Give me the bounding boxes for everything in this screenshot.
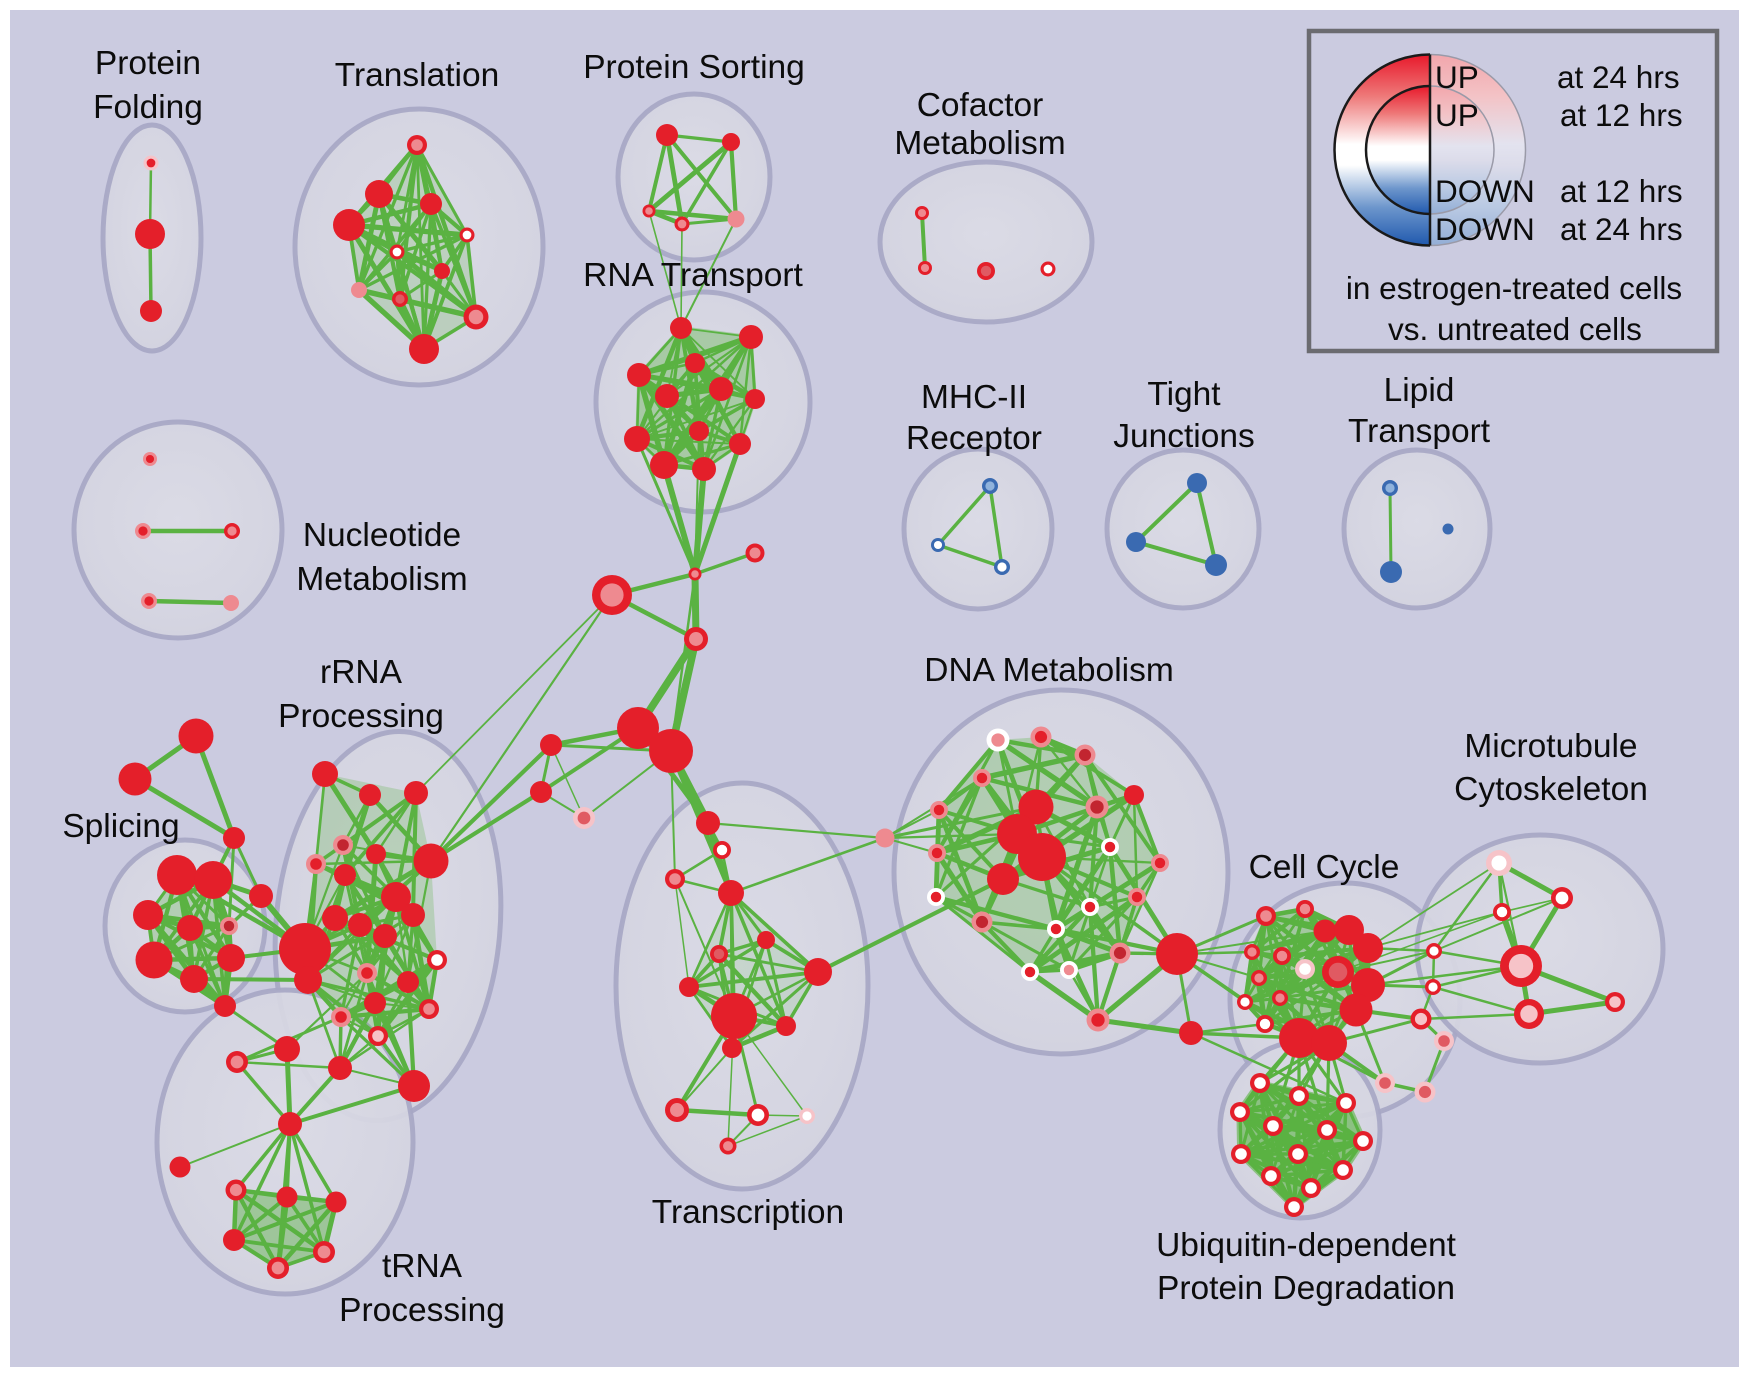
svg-text:Cytoskeleton: Cytoskeleton bbox=[1454, 771, 1648, 808]
svg-text:Receptor: Receptor bbox=[906, 420, 1042, 457]
svg-text:UP: UP bbox=[1435, 97, 1479, 133]
svg-text:UP: UP bbox=[1435, 59, 1479, 95]
svg-text:Folding: Folding bbox=[93, 89, 203, 126]
svg-text:Translation: Translation bbox=[335, 57, 499, 94]
svg-text:Processing: Processing bbox=[278, 698, 444, 735]
svg-text:at 12 hrs: at 12 hrs bbox=[1560, 97, 1683, 133]
svg-text:Microtubule: Microtubule bbox=[1464, 728, 1637, 765]
svg-text:Nucleotide: Nucleotide bbox=[303, 517, 461, 554]
svg-text:Cofactor: Cofactor bbox=[917, 87, 1044, 124]
svg-text:Cell Cycle: Cell Cycle bbox=[1249, 849, 1400, 886]
svg-text:tRNA: tRNA bbox=[382, 1248, 463, 1285]
svg-text:Lipid: Lipid bbox=[1384, 372, 1455, 409]
svg-text:at 12 hrs: at 12 hrs bbox=[1560, 173, 1683, 209]
svg-text:rRNA: rRNA bbox=[320, 654, 403, 691]
svg-text:vs. untreated cells: vs. untreated cells bbox=[1388, 311, 1642, 347]
svg-text:Processing: Processing bbox=[339, 1292, 505, 1329]
svg-text:Metabolism: Metabolism bbox=[296, 561, 467, 598]
svg-text:Junctions: Junctions bbox=[1113, 418, 1255, 455]
svg-text:in estrogen-treated cells: in estrogen-treated cells bbox=[1346, 270, 1682, 306]
svg-text:at 24 hrs: at 24 hrs bbox=[1560, 211, 1683, 247]
svg-text:Protein: Protein bbox=[95, 45, 201, 82]
svg-text:Transcription: Transcription bbox=[652, 1194, 844, 1231]
svg-text:Splicing: Splicing bbox=[62, 808, 179, 845]
svg-text:Metabolism: Metabolism bbox=[894, 125, 1065, 162]
svg-text:Protein Sorting: Protein Sorting bbox=[583, 49, 805, 86]
svg-text:Protein Degradation: Protein Degradation bbox=[1157, 1270, 1455, 1307]
svg-text:DOWN: DOWN bbox=[1435, 211, 1535, 247]
svg-text:MHC-II: MHC-II bbox=[921, 379, 1027, 416]
svg-text:Ubiquitin-dependent: Ubiquitin-dependent bbox=[1156, 1227, 1457, 1264]
svg-text:RNA Transport: RNA Transport bbox=[583, 257, 803, 294]
svg-text:DNA Metabolism: DNA Metabolism bbox=[924, 652, 1173, 689]
svg-text:Transport: Transport bbox=[1348, 413, 1491, 450]
svg-text:Tight: Tight bbox=[1147, 376, 1221, 413]
svg-text:at 24 hrs: at 24 hrs bbox=[1557, 59, 1680, 95]
svg-text:DOWN: DOWN bbox=[1435, 173, 1535, 209]
